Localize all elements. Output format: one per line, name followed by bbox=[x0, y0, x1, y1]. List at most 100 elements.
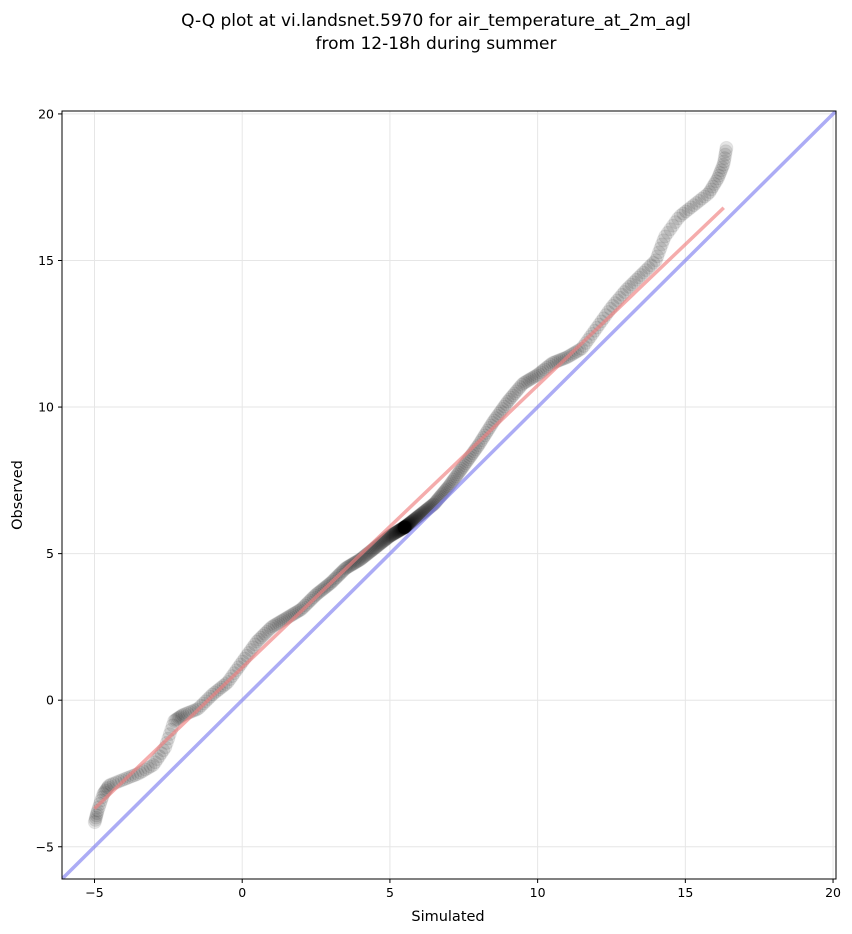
data-point bbox=[398, 519, 413, 534]
data-point bbox=[245, 640, 260, 655]
data-point bbox=[411, 509, 426, 524]
data-point bbox=[401, 517, 416, 532]
plot-frame bbox=[61, 110, 837, 880]
data-point bbox=[399, 518, 414, 533]
fit-line bbox=[93, 206, 725, 810]
data-point bbox=[269, 617, 284, 632]
data-point bbox=[273, 614, 288, 629]
data-point bbox=[289, 605, 304, 620]
x-tick-label-0: −5 bbox=[85, 885, 103, 900]
data-point bbox=[509, 384, 524, 399]
data-point bbox=[394, 521, 409, 536]
data-point bbox=[397, 520, 412, 535]
data-point bbox=[457, 458, 472, 473]
data-point bbox=[718, 144, 733, 159]
data-point bbox=[449, 469, 464, 484]
data-point bbox=[634, 268, 649, 283]
x-tick-label-1: 0 bbox=[238, 885, 246, 900]
y-tick-label-3: 10 bbox=[38, 400, 54, 415]
data-point bbox=[697, 189, 712, 204]
data-point bbox=[382, 529, 397, 544]
data-point bbox=[398, 519, 413, 534]
data-point bbox=[673, 208, 688, 223]
data-point bbox=[615, 287, 630, 302]
data-point bbox=[654, 237, 669, 252]
data-point bbox=[385, 527, 400, 542]
data-point bbox=[692, 193, 707, 208]
data-point bbox=[406, 512, 421, 527]
data-point bbox=[391, 523, 406, 538]
data-point bbox=[259, 624, 274, 639]
data-point bbox=[247, 637, 262, 652]
grid bbox=[62, 111, 836, 879]
identity-line bbox=[62, 111, 836, 879]
data-point bbox=[348, 555, 363, 570]
data-point bbox=[660, 225, 675, 240]
data-point bbox=[396, 520, 411, 535]
data-point bbox=[500, 394, 515, 409]
data-point bbox=[387, 526, 402, 541]
data-point bbox=[394, 522, 409, 537]
data-point bbox=[711, 168, 726, 183]
data-point bbox=[148, 755, 163, 770]
data-point bbox=[168, 712, 183, 727]
data-point bbox=[405, 514, 420, 529]
data-point bbox=[471, 438, 486, 453]
data-point bbox=[622, 279, 637, 294]
data-point bbox=[656, 233, 671, 248]
data-point bbox=[676, 206, 691, 221]
data-point bbox=[397, 520, 412, 535]
x-tick-label-3: 10 bbox=[530, 885, 546, 900]
data-point bbox=[408, 511, 423, 526]
data-point bbox=[568, 345, 583, 360]
data-point bbox=[514, 377, 529, 392]
data-point bbox=[379, 531, 394, 546]
data-point bbox=[717, 151, 732, 166]
data-point bbox=[442, 478, 457, 493]
data-point bbox=[710, 171, 725, 186]
data-point bbox=[397, 520, 412, 535]
data-point bbox=[152, 749, 167, 764]
data-point bbox=[350, 554, 365, 569]
data-point bbox=[397, 520, 412, 535]
data-point bbox=[140, 761, 155, 776]
data-point bbox=[450, 467, 465, 482]
data-point bbox=[162, 727, 177, 742]
data-point bbox=[382, 529, 397, 544]
data-point bbox=[717, 154, 732, 169]
data-point bbox=[445, 474, 460, 489]
data-point bbox=[267, 618, 282, 633]
data-point bbox=[400, 518, 415, 533]
x-axis: −5 0 5 10 15 20 bbox=[85, 879, 841, 900]
data-point bbox=[170, 711, 185, 726]
data-point bbox=[446, 472, 461, 487]
data-point bbox=[525, 370, 540, 385]
data-point bbox=[555, 352, 570, 367]
data-point bbox=[631, 270, 646, 285]
data-point bbox=[172, 709, 187, 724]
data-point bbox=[668, 215, 683, 230]
data-point bbox=[531, 366, 546, 381]
data-point bbox=[402, 516, 417, 531]
data-point bbox=[389, 524, 404, 539]
data-point bbox=[395, 521, 410, 536]
data-point bbox=[511, 382, 526, 397]
data-point bbox=[505, 388, 520, 403]
data-point bbox=[249, 634, 264, 649]
data-point bbox=[610, 293, 625, 308]
data-point bbox=[665, 218, 680, 233]
data-point bbox=[400, 517, 415, 532]
data-point bbox=[402, 516, 417, 531]
data-point bbox=[91, 800, 106, 815]
data-point bbox=[594, 314, 609, 329]
data-point bbox=[553, 352, 568, 367]
data-point bbox=[403, 515, 418, 530]
data-points bbox=[87, 140, 734, 830]
data-point bbox=[393, 522, 408, 537]
chart-title-line1: Q-Q plot at vi.landsnet.5970 for air_tem… bbox=[181, 11, 691, 31]
data-point bbox=[229, 663, 244, 678]
data-point bbox=[480, 423, 495, 438]
data-point bbox=[453, 463, 468, 478]
data-point bbox=[455, 460, 470, 475]
